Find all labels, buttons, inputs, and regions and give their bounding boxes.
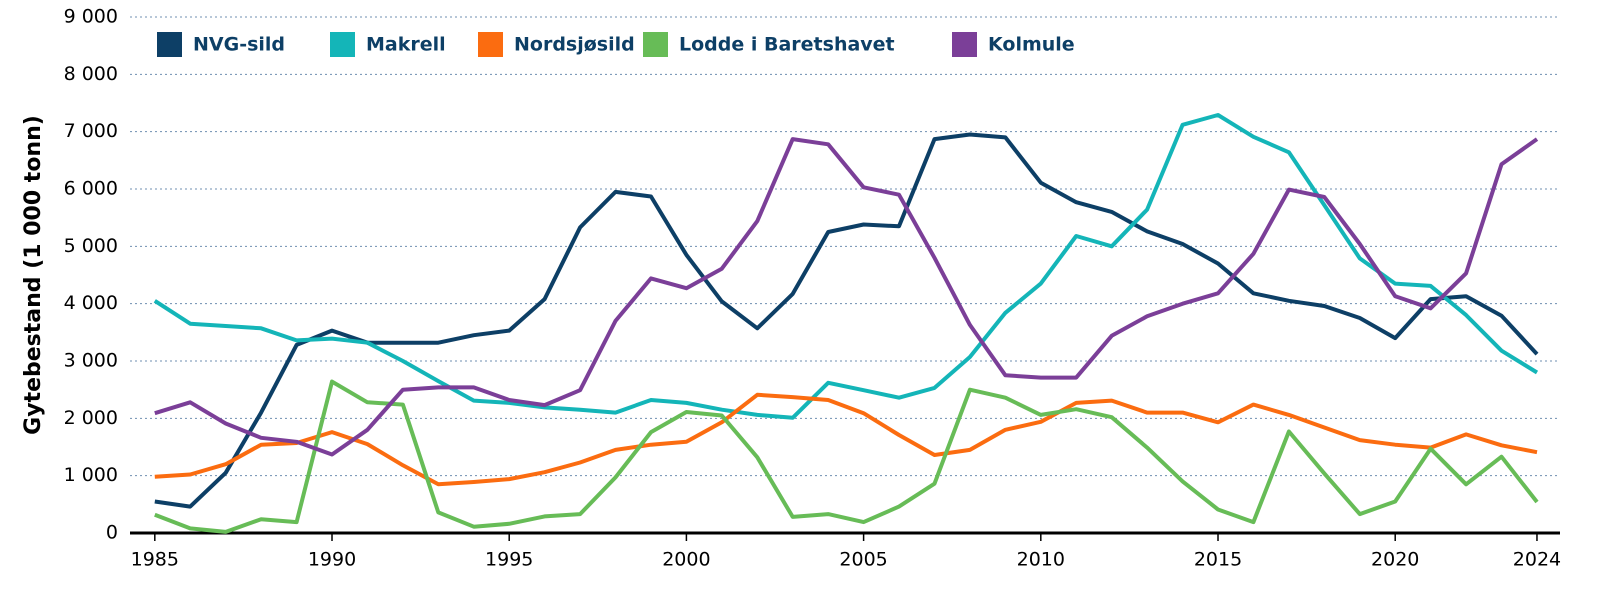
legend-swatch	[643, 32, 668, 57]
x-tick-label: 2020	[1371, 549, 1419, 571]
legend-label: Makrell	[366, 34, 446, 56]
x-tick-label: 1990	[308, 549, 356, 571]
x-tick-label: 2015	[1194, 549, 1242, 571]
series-line	[154, 137, 1539, 457]
x-tick-label: 2010	[1017, 549, 1065, 571]
y-tick-label: 7 000	[64, 120, 118, 142]
y-tick-label: 9 000	[64, 6, 118, 28]
legend-swatch	[478, 32, 503, 57]
x-tick-label: 2005	[839, 549, 887, 571]
y-tick-label: 3 000	[64, 350, 118, 372]
series-line	[153, 113, 1539, 420]
y-tick-label: 2 000	[64, 407, 118, 429]
y-tick-label: 4 000	[64, 292, 118, 314]
y-tick-label: 6 000	[64, 178, 118, 200]
y-tick-label: 5 000	[64, 235, 118, 257]
legend-label: NVG-sild	[193, 34, 285, 56]
legend-swatch	[157, 32, 182, 57]
legend-label: Kolmule	[988, 34, 1075, 56]
series-line	[154, 132, 1539, 509]
legend-swatch	[330, 32, 355, 57]
legend-label: Nordsjøsild	[514, 34, 635, 56]
y-axis-label: Gytebestand (1 000 tonn)	[21, 115, 46, 435]
x-tick-label: 2000	[662, 549, 710, 571]
x-tick-label: 2024	[1513, 549, 1561, 571]
y-tick-label: 8 000	[64, 63, 118, 85]
series-line	[154, 379, 1539, 534]
x-tick-label: 1985	[131, 549, 179, 571]
x-tick-label: 1995	[485, 549, 533, 571]
y-tick-label: 1 000	[64, 464, 118, 486]
legend-label: Lodde i Baretshavet	[679, 34, 895, 56]
series-line	[154, 392, 1538, 487]
legend-swatch	[952, 32, 977, 57]
y-tick-label: 0	[106, 522, 118, 544]
